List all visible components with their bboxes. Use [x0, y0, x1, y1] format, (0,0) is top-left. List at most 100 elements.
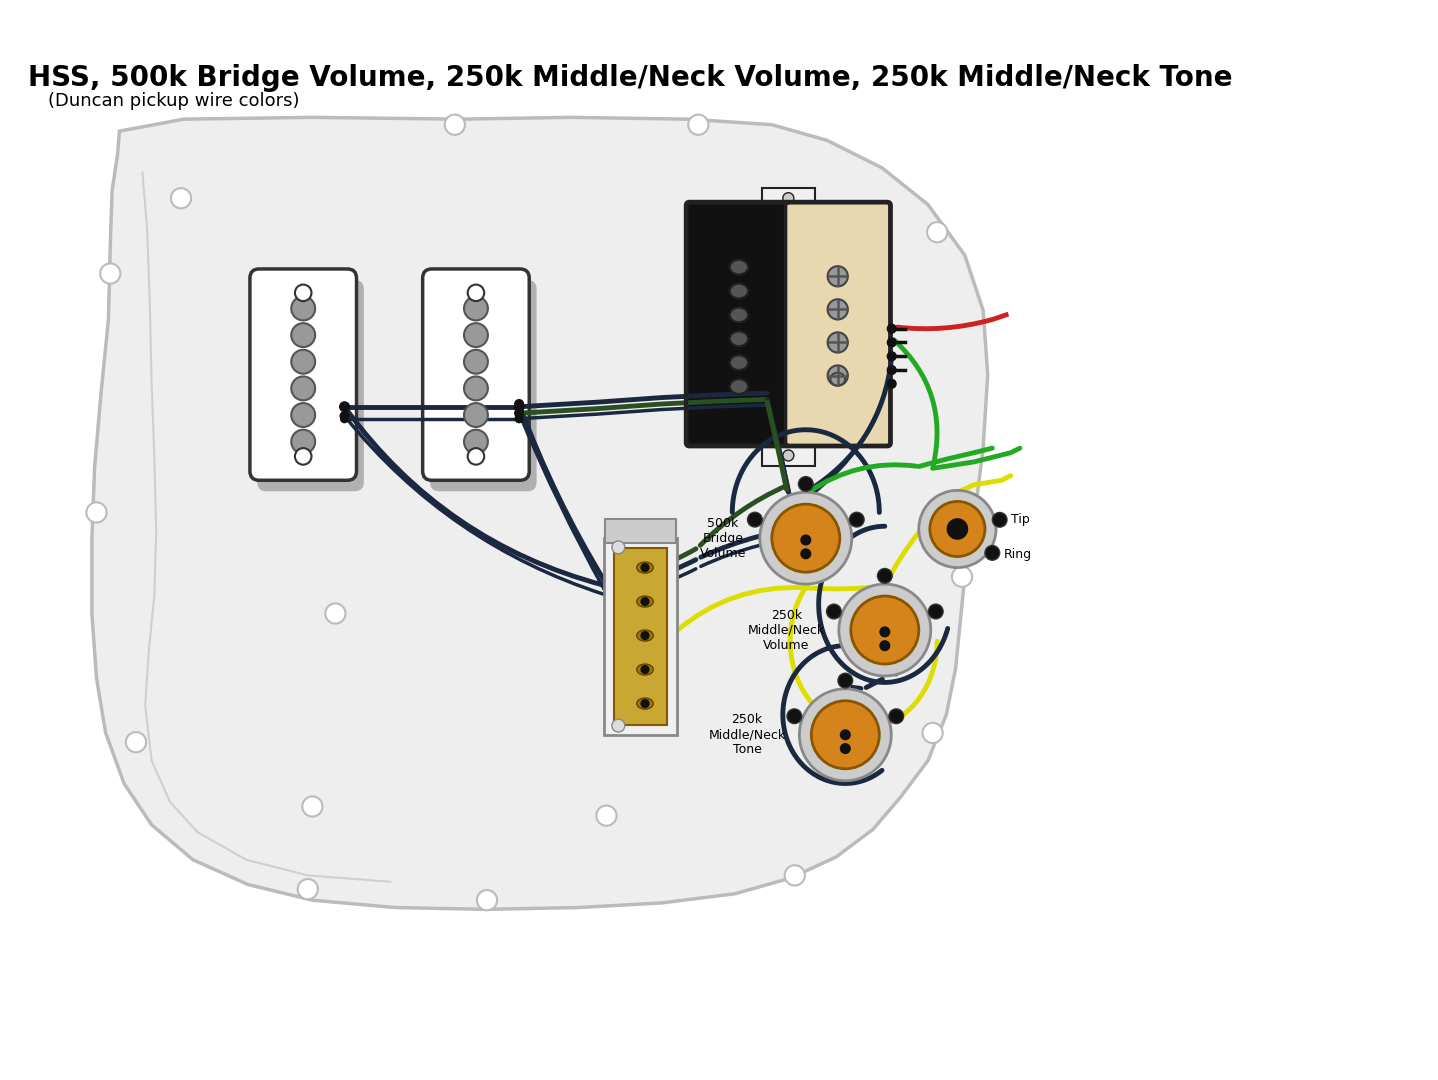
Circle shape — [772, 504, 840, 572]
Circle shape — [339, 414, 349, 423]
Circle shape — [513, 402, 525, 413]
Circle shape — [464, 323, 487, 347]
FancyBboxPatch shape — [423, 269, 529, 481]
Circle shape — [464, 430, 487, 454]
Circle shape — [928, 222, 948, 242]
Circle shape — [759, 492, 851, 584]
Circle shape — [464, 403, 487, 427]
FancyBboxPatch shape — [605, 518, 676, 543]
FancyBboxPatch shape — [785, 203, 890, 445]
Text: (Duncan pickup wire colors): (Duncan pickup wire colors) — [47, 92, 299, 109]
Circle shape — [467, 284, 485, 301]
Circle shape — [444, 114, 464, 135]
Circle shape — [292, 377, 315, 401]
Circle shape — [515, 414, 523, 423]
FancyBboxPatch shape — [604, 538, 677, 734]
Circle shape — [948, 518, 968, 539]
Circle shape — [798, 476, 812, 491]
Text: 500k
Bridge
Volume: 500k Bridge Volume — [700, 516, 746, 559]
Circle shape — [292, 403, 315, 427]
Circle shape — [748, 512, 762, 527]
Circle shape — [302, 796, 322, 816]
Text: 250k
Middle/Neck
Volume: 250k Middle/Neck Volume — [748, 608, 825, 651]
Ellipse shape — [637, 562, 653, 573]
Circle shape — [811, 701, 879, 769]
Ellipse shape — [729, 332, 748, 346]
Circle shape — [477, 890, 498, 910]
Circle shape — [689, 114, 709, 135]
Polygon shape — [92, 118, 988, 909]
Circle shape — [952, 567, 972, 586]
Circle shape — [597, 806, 617, 826]
Ellipse shape — [828, 299, 848, 320]
Circle shape — [640, 665, 650, 674]
Ellipse shape — [729, 260, 748, 274]
Circle shape — [879, 640, 890, 651]
FancyBboxPatch shape — [687, 203, 791, 445]
Text: Tip: Tip — [1011, 513, 1030, 526]
Circle shape — [464, 377, 487, 401]
Ellipse shape — [828, 266, 848, 286]
Circle shape — [787, 708, 802, 724]
Circle shape — [887, 351, 897, 362]
Circle shape — [127, 732, 147, 753]
Circle shape — [464, 297, 487, 321]
Circle shape — [801, 535, 811, 545]
Text: HSS, 500k Bridge Volume, 250k Middle/Neck Volume, 250k Middle/Neck Tone: HSS, 500k Bridge Volume, 250k Middle/Nec… — [27, 64, 1232, 92]
FancyBboxPatch shape — [762, 445, 815, 465]
Circle shape — [325, 604, 345, 623]
Circle shape — [467, 448, 485, 464]
Circle shape — [782, 450, 794, 461]
Circle shape — [513, 408, 525, 418]
Circle shape — [801, 549, 811, 559]
Circle shape — [827, 604, 841, 619]
Circle shape — [513, 399, 525, 409]
Circle shape — [887, 365, 897, 375]
Ellipse shape — [637, 698, 653, 710]
FancyBboxPatch shape — [430, 280, 536, 491]
Ellipse shape — [830, 373, 846, 386]
Circle shape — [992, 512, 1007, 527]
Circle shape — [339, 402, 349, 413]
Text: 250k
Middle/Neck
Tone: 250k Middle/Neck Tone — [709, 713, 785, 756]
Circle shape — [464, 350, 487, 374]
Ellipse shape — [729, 284, 748, 298]
Circle shape — [879, 626, 890, 637]
Circle shape — [877, 568, 892, 583]
Circle shape — [101, 264, 121, 284]
Circle shape — [840, 743, 851, 754]
FancyBboxPatch shape — [257, 280, 364, 491]
Circle shape — [613, 541, 624, 554]
Circle shape — [985, 545, 999, 561]
Ellipse shape — [729, 379, 748, 394]
Ellipse shape — [729, 355, 748, 370]
Circle shape — [889, 708, 903, 724]
FancyBboxPatch shape — [250, 269, 357, 481]
Circle shape — [640, 597, 650, 606]
Circle shape — [292, 297, 315, 321]
Circle shape — [800, 689, 892, 781]
Circle shape — [838, 584, 930, 676]
Circle shape — [782, 192, 794, 204]
Circle shape — [171, 188, 191, 208]
Ellipse shape — [637, 664, 653, 675]
FancyBboxPatch shape — [762, 188, 815, 208]
Circle shape — [887, 338, 896, 347]
Ellipse shape — [729, 308, 748, 322]
Circle shape — [339, 402, 349, 411]
Circle shape — [295, 284, 312, 301]
Ellipse shape — [637, 630, 653, 642]
Circle shape — [919, 490, 997, 568]
FancyBboxPatch shape — [614, 549, 667, 725]
Circle shape — [929, 604, 943, 619]
Circle shape — [785, 865, 805, 886]
Circle shape — [292, 323, 315, 347]
Circle shape — [640, 631, 650, 640]
Circle shape — [295, 448, 312, 464]
Circle shape — [887, 365, 896, 375]
Circle shape — [887, 337, 897, 348]
Ellipse shape — [828, 333, 848, 352]
Circle shape — [838, 673, 853, 688]
Circle shape — [298, 879, 318, 900]
Circle shape — [840, 729, 851, 740]
